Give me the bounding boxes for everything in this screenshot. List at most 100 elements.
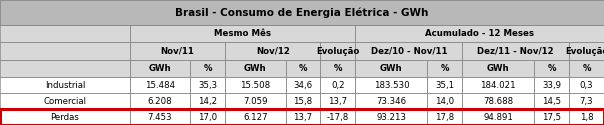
Bar — [225, 77, 286, 93]
Bar — [462, 93, 535, 109]
Bar — [0, 0, 604, 25]
Text: Dez/11 - Nov/12: Dez/11 - Nov/12 — [477, 47, 554, 56]
Text: 7.453: 7.453 — [148, 112, 172, 122]
Text: Acumulado - 12 Meses: Acumulado - 12 Meses — [425, 29, 534, 38]
Text: 17,5: 17,5 — [542, 112, 561, 122]
Bar — [462, 60, 535, 77]
Text: 183.530: 183.530 — [373, 81, 409, 90]
Bar — [286, 77, 321, 93]
Bar — [225, 93, 286, 109]
Text: 7,3: 7,3 — [580, 97, 593, 106]
Bar — [462, 109, 535, 125]
Bar — [0, 77, 130, 93]
Bar — [535, 93, 569, 109]
Bar — [355, 42, 462, 60]
Bar — [569, 93, 604, 109]
Bar — [286, 77, 321, 93]
Text: 73.346: 73.346 — [376, 97, 406, 106]
Text: 14,2: 14,2 — [198, 97, 217, 106]
Text: %: % — [582, 64, 591, 73]
Bar — [0, 109, 130, 125]
Bar — [130, 60, 190, 77]
Bar — [130, 25, 355, 42]
Text: 14,5: 14,5 — [542, 97, 561, 106]
Text: Evolução: Evolução — [565, 47, 604, 56]
Bar — [462, 77, 535, 93]
Bar — [355, 109, 428, 125]
Text: 1,8: 1,8 — [580, 112, 593, 122]
Bar — [130, 77, 190, 93]
Bar — [225, 77, 286, 93]
Bar — [225, 109, 286, 125]
Bar — [130, 77, 190, 93]
Text: 13,7: 13,7 — [294, 112, 313, 122]
Bar — [286, 109, 321, 125]
Bar — [355, 77, 428, 93]
Bar — [321, 77, 355, 93]
Bar — [0, 60, 130, 77]
Bar — [462, 42, 569, 60]
Bar — [286, 93, 321, 109]
Bar — [0, 42, 130, 60]
Bar — [569, 42, 604, 60]
Bar — [569, 93, 604, 109]
Bar — [190, 60, 225, 77]
Text: 94.891: 94.891 — [483, 112, 513, 122]
Text: %: % — [204, 64, 212, 73]
Bar — [355, 25, 604, 42]
Text: Comercial: Comercial — [43, 97, 86, 106]
Bar — [462, 93, 535, 109]
Text: 6.127: 6.127 — [243, 112, 268, 122]
Bar — [569, 77, 604, 93]
Bar — [355, 42, 462, 60]
Text: 93.213: 93.213 — [376, 112, 406, 122]
Bar — [569, 60, 604, 77]
Text: 33,9: 33,9 — [542, 81, 561, 90]
Bar — [0, 60, 130, 77]
Text: 13,7: 13,7 — [329, 97, 347, 106]
Bar — [0, 25, 130, 42]
Text: Evolução: Evolução — [316, 47, 359, 56]
Text: Perdas: Perdas — [51, 112, 79, 122]
Bar — [321, 42, 355, 60]
Bar — [569, 109, 604, 125]
Bar — [428, 60, 462, 77]
Bar — [225, 42, 321, 60]
Text: 35,1: 35,1 — [435, 81, 454, 90]
Bar — [225, 60, 286, 77]
Bar — [428, 109, 462, 125]
Bar — [321, 93, 355, 109]
Bar — [130, 93, 190, 109]
Bar — [225, 60, 286, 77]
Bar — [355, 25, 604, 42]
Bar — [535, 109, 569, 125]
Text: %: % — [333, 64, 342, 73]
Text: 34,6: 34,6 — [294, 81, 313, 90]
Text: %: % — [547, 64, 556, 73]
Text: GWh: GWh — [380, 64, 403, 73]
Text: GWh: GWh — [244, 64, 267, 73]
Bar — [355, 60, 428, 77]
Bar — [462, 42, 569, 60]
Bar — [0, 77, 130, 93]
Bar — [462, 109, 535, 125]
Text: %: % — [440, 64, 449, 73]
Bar — [190, 77, 225, 93]
Bar — [428, 60, 462, 77]
Text: GWh: GWh — [487, 64, 510, 73]
Bar — [535, 93, 569, 109]
Bar — [225, 93, 286, 109]
Bar — [286, 60, 321, 77]
Text: Industrial: Industrial — [45, 81, 85, 90]
Text: 15,8: 15,8 — [294, 97, 313, 106]
Text: 0,3: 0,3 — [580, 81, 593, 90]
Text: GWh: GWh — [149, 64, 172, 73]
Bar — [535, 109, 569, 125]
Bar — [535, 60, 569, 77]
Bar — [355, 77, 428, 93]
Bar — [190, 93, 225, 109]
Text: 184.021: 184.021 — [480, 81, 516, 90]
Bar — [225, 42, 321, 60]
Bar — [0, 93, 130, 109]
Text: 0,2: 0,2 — [331, 81, 345, 90]
